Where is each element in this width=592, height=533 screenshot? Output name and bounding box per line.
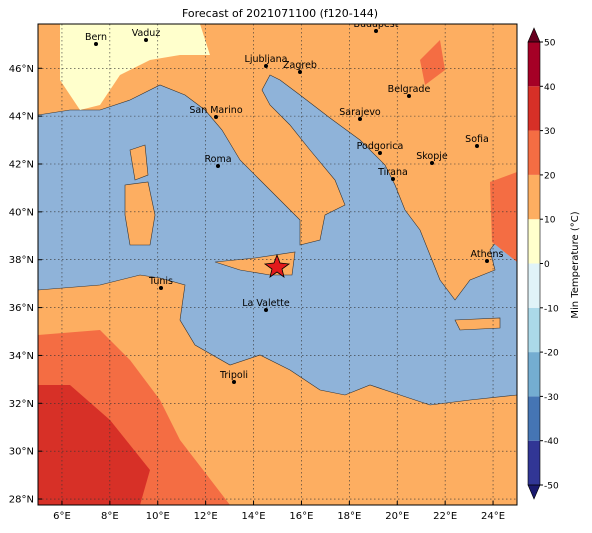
city-dot (264, 64, 268, 68)
crete (454, 317, 501, 331)
city-dot (358, 117, 362, 121)
city-label: Ljubljana (245, 54, 288, 65)
frame (37, 23, 518, 506)
city-dot (264, 308, 268, 312)
x-tick-label: 18°E (337, 511, 361, 522)
city-dot (94, 42, 98, 46)
title: Forecast of 2021071100 (f120-144) (182, 7, 378, 20)
city-label: Tripoli (219, 370, 248, 381)
y-tick-label: 42°N (9, 159, 34, 170)
x-tick-label: 24°E (481, 511, 505, 522)
x-tick-label: 6°E (53, 511, 71, 522)
city-dot (475, 144, 479, 148)
colorbar-under (527, 484, 541, 500)
city-dot (298, 70, 302, 74)
colorbar-tick-label: 30 (544, 127, 556, 137)
x-tick-label: 10°E (146, 511, 170, 522)
y-tick-label: 30°N (9, 447, 34, 458)
grid (38, 24, 517, 505)
alps (60, 24, 210, 110)
colorbar-tick-label: 20 (544, 171, 556, 181)
colorbar-bin (528, 396, 540, 441)
city-label: Podgorica (357, 141, 404, 152)
y-tick-label: 38°N (9, 255, 34, 266)
x-tick-label: 8°E (101, 511, 119, 522)
city-label: Vaduz (132, 28, 161, 39)
x-tick-label: 12°E (194, 511, 218, 522)
colorbar-bin (528, 263, 540, 308)
colorbar-tick-label: 10 (544, 216, 556, 226)
city-label: San Marino (189, 105, 242, 116)
city-dot (391, 177, 395, 181)
city-label: Roma (204, 154, 231, 165)
hot-zone (38, 385, 150, 505)
x-tick-label: 16°E (289, 511, 313, 522)
colorbar-tick-label: -50 (544, 482, 559, 492)
city-dot (214, 115, 218, 119)
city-label: Skopje (416, 151, 448, 162)
city-label: Athens (471, 249, 504, 260)
x-tick-label: 20°E (385, 511, 409, 522)
warm-zone (420, 40, 517, 262)
axes: 6°E 8°E 10°E 12°E 14°E 16°E 18°E 20°E 22°E 24°E 28… (9, 64, 505, 522)
corsica (129, 144, 149, 181)
city-dot (430, 161, 434, 165)
y-tick-label: 34°N (9, 351, 34, 362)
y-tick-label: 40°N (9, 207, 34, 218)
city-dot (378, 151, 382, 155)
city-dot (485, 259, 489, 263)
colorbar-bin (528, 219, 540, 264)
y-tick-label: 28°N (9, 495, 34, 506)
colorbar-bin (528, 130, 540, 175)
colorbar-bin (528, 307, 540, 353)
x-tick-label: 14°E (242, 511, 266, 522)
city-label: Tunis (148, 276, 173, 287)
colorbar-bin (528, 86, 540, 131)
city-label: Budapest (354, 19, 399, 30)
y-tick-label: 36°N (9, 303, 34, 314)
x-tick-label: 22°E (433, 511, 457, 522)
city-dot (232, 380, 236, 384)
colorbar-tick-label: 50 (544, 39, 556, 49)
colorbar-tick-label: -20 (544, 349, 559, 359)
colorbar-tick-label: -30 (544, 393, 559, 403)
colorbar-over (527, 27, 541, 43)
star-marker (263, 253, 291, 278)
city-label: Sofia (465, 134, 489, 145)
y-tick-label: 46°N (9, 64, 34, 75)
city-dot (144, 38, 148, 42)
colorbar-bin (528, 174, 540, 220)
y-tick-label: 44°N (9, 112, 34, 123)
city-dot (374, 29, 378, 33)
city-dot (407, 94, 411, 98)
colorbar-tick-label: -40 (544, 437, 559, 447)
city-dot (216, 164, 220, 168)
city-label: Belgrade (388, 84, 431, 95)
city-label: Bern (85, 32, 107, 43)
y-tick-label: 32°N (9, 399, 34, 410)
colorbar: -50 -40 -30 -20 -10 0 10 20 30 40 50 (527, 27, 559, 500)
city-dot (159, 286, 163, 290)
city-label: Sarajevo (339, 107, 381, 118)
colorbar-bin (528, 440, 540, 485)
colorbar-bin (528, 352, 540, 397)
sardinia (124, 181, 156, 246)
colorbar-label: Min Temperature (°C) (570, 211, 581, 318)
city-label: Tirana (377, 167, 408, 178)
city-label: Zagreb (283, 60, 317, 71)
colorbar-tick-label: -10 (544, 304, 559, 314)
colorbar-bin (528, 42, 540, 87)
colorbar-tick-label: 0 (544, 260, 550, 270)
colorbar-tick-label: 40 (544, 83, 556, 93)
city-label: La Valette (242, 298, 290, 309)
